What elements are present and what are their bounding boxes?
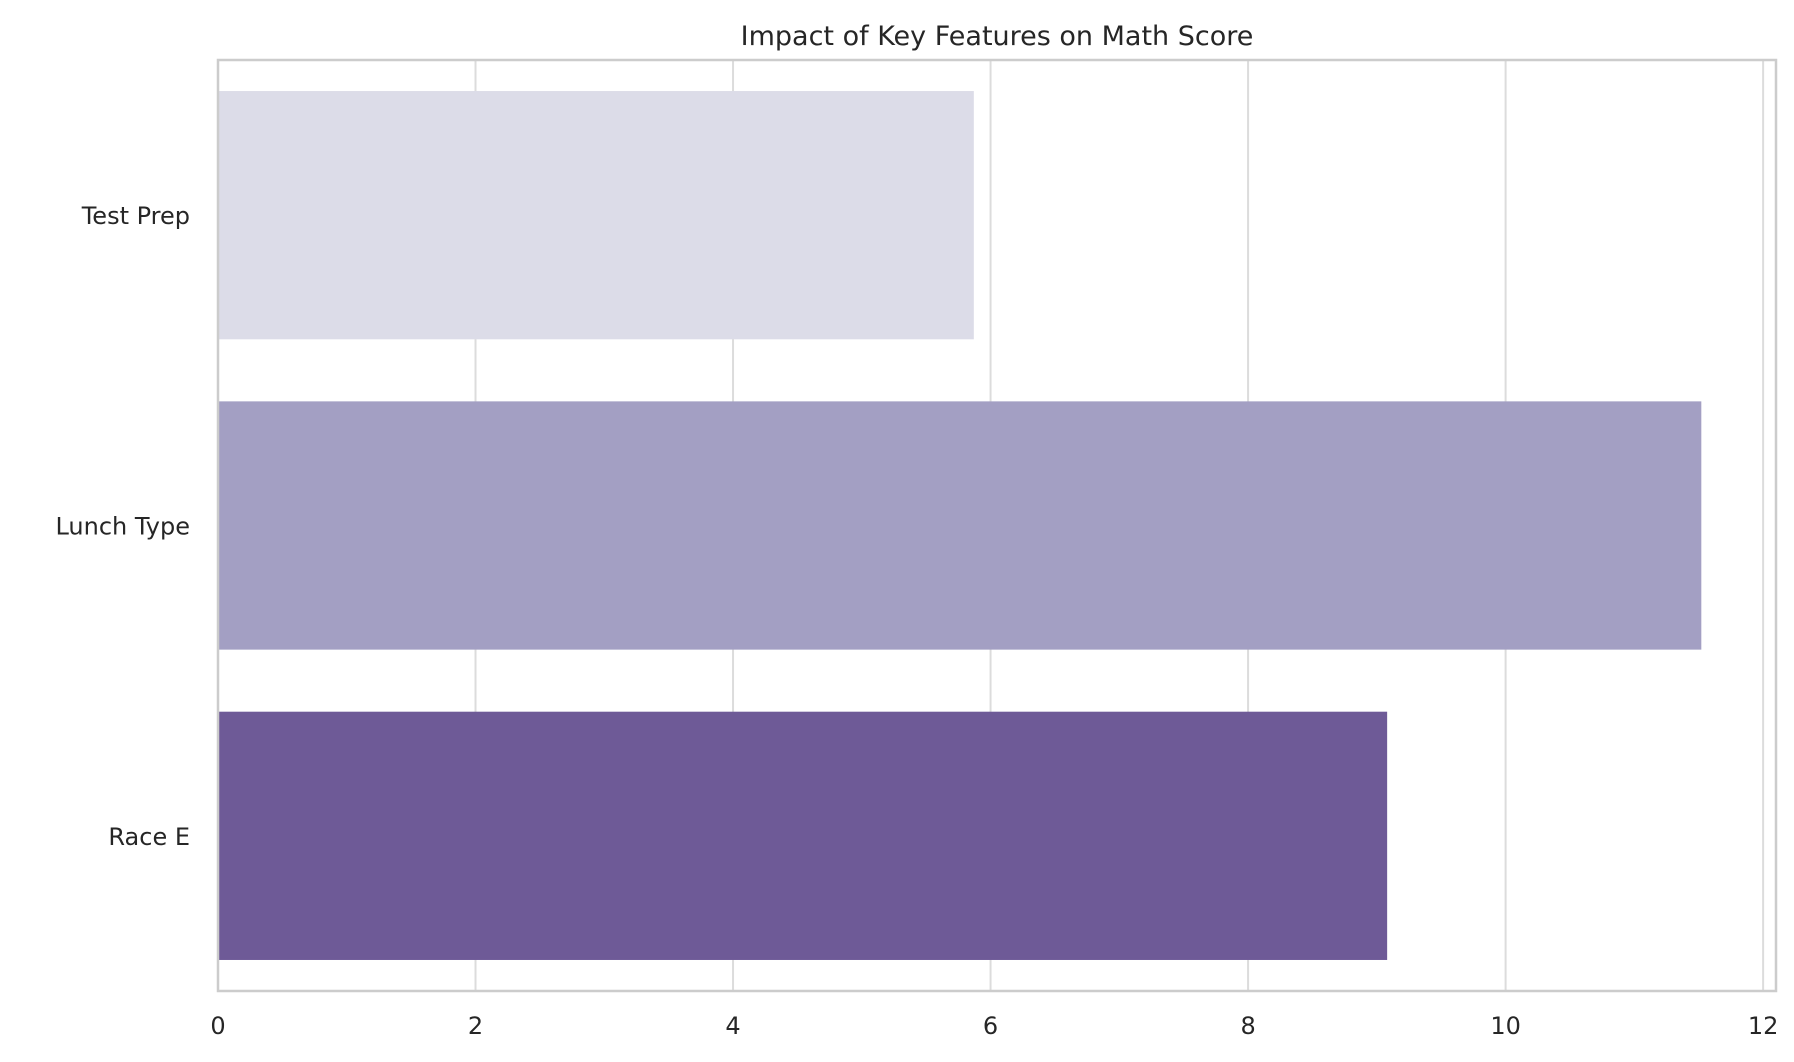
x-tick-label: 10 (1490, 1012, 1521, 1040)
x-tick-label: 2 (468, 1012, 483, 1040)
plot-frame (216, 58, 1778, 993)
bar-lunch-type (218, 401, 1702, 650)
y-tick-label: Lunch Type (55, 513, 190, 541)
x-tick-label: 6 (983, 1012, 998, 1040)
chart-title: Impact of Key Features on Math Score (741, 21, 1254, 52)
x-tick-label: 12 (1748, 1012, 1779, 1040)
y-tick-label: Test Prep (81, 202, 190, 230)
x-tick-label: 8 (1240, 1012, 1255, 1040)
x-tick-label: 0 (210, 1012, 225, 1040)
bar-race-e (218, 711, 1388, 960)
bars (218, 91, 1702, 960)
x-tick-label: 4 (725, 1012, 740, 1040)
x-axis-ticks: 0 2 4 6 8 10 12 (210, 1012, 1778, 1040)
y-axis-ticks: Test Prep Lunch Type Race E (55, 202, 190, 851)
bar-test-prep (218, 91, 974, 340)
y-tick-label: Race E (108, 823, 190, 851)
